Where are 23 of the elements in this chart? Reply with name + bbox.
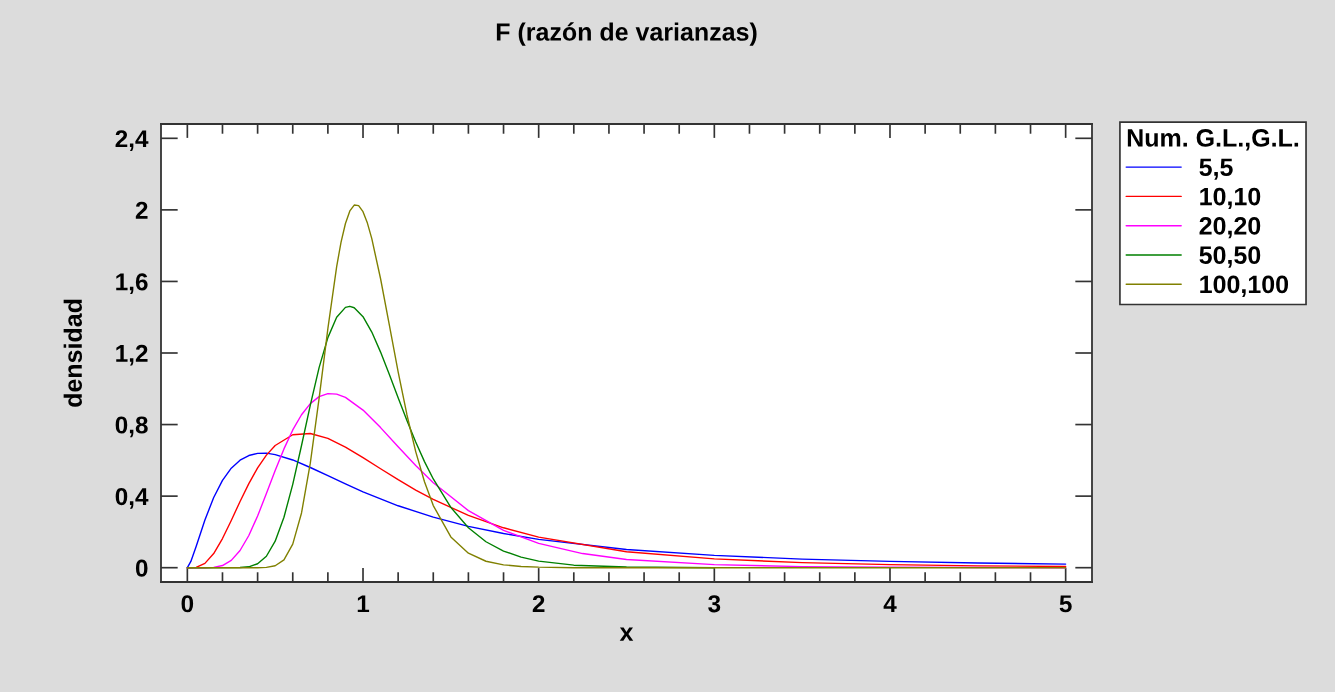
legend-label: 50,50	[1199, 246, 1261, 268]
x-tick-label: 3	[708, 595, 721, 613]
y-tick-label: 0,4	[115, 487, 149, 509]
y-tick-label: 2	[135, 201, 148, 219]
x-tick-label: 5	[1059, 595, 1072, 613]
x-axis-title: x	[619, 627, 634, 641]
y-tick-label: 0	[135, 559, 148, 577]
legend-title: Num. G.L.,G.L.	[1127, 129, 1299, 151]
line-series	[186, 204, 1067, 569]
y-tick-label: 1,2	[116, 344, 148, 366]
x-tick-label: 2	[532, 595, 545, 613]
y-tick-label: 0,8	[115, 416, 148, 438]
chart-title: F (razón de varianzas)	[496, 22, 757, 46]
legend-label: 100,100	[1200, 275, 1289, 297]
legend-label: 20,20	[1199, 216, 1261, 239]
x-tick-label: 1	[357, 595, 370, 613]
x-tick-label: 4	[883, 595, 897, 613]
x-tick-label: 0	[181, 595, 194, 613]
y-tick-label: 1,6	[116, 273, 148, 295]
legend-label: 5,5	[1199, 158, 1233, 180]
y-tick-label: 2,4	[115, 130, 149, 151]
y-axis-title: densidad	[63, 299, 82, 407]
legend-label: 10,10	[1200, 187, 1261, 210]
